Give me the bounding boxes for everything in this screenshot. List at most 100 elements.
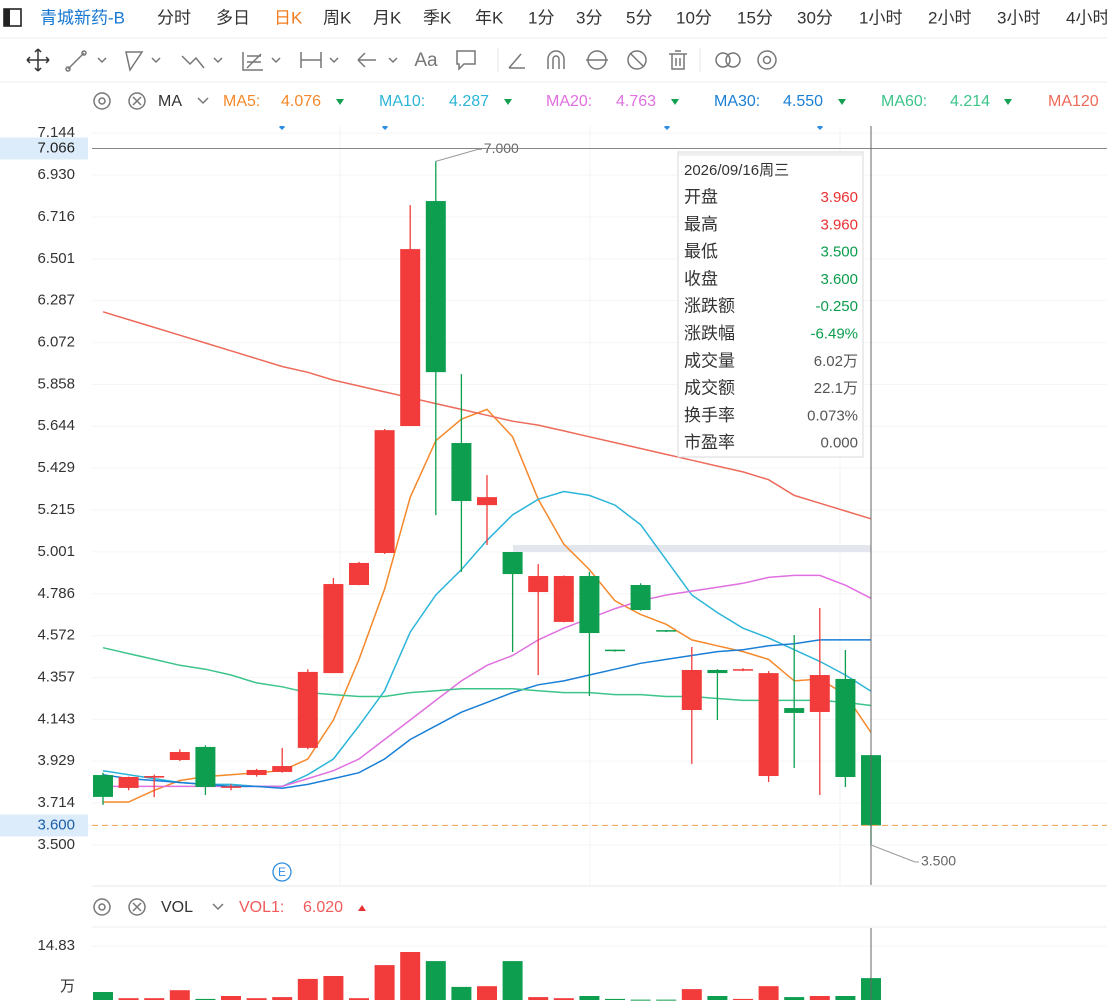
indicator-close[interactable] xyxy=(128,92,146,110)
period-tab[interactable]: 分时 xyxy=(157,8,191,27)
volume-bar xyxy=(221,996,241,1000)
event-badge: E xyxy=(278,865,286,879)
delete-tool[interactable] xyxy=(669,50,687,70)
overlay: 7.066 3.600 3.500 MA5: 4.076 MA10: 4.287 MA20: 4… xyxy=(0,93,1099,869)
candle-body xyxy=(118,776,139,788)
event-badge-ring xyxy=(272,862,292,882)
volume-bar xyxy=(528,997,549,1000)
stock-name[interactable]: 青城新药-B xyxy=(40,8,125,27)
ma-line xyxy=(102,646,872,707)
ma-line xyxy=(103,408,872,803)
compare-tool[interactable] xyxy=(715,52,741,68)
move-tool[interactable] xyxy=(26,48,50,72)
volume-bar xyxy=(451,986,472,1000)
indicator-settings[interactable] xyxy=(93,92,111,110)
volume-bar xyxy=(400,952,421,1000)
event-marker xyxy=(664,126,670,130)
y-tick-label: 3.929 xyxy=(37,752,75,769)
volume-bar xyxy=(195,998,216,1000)
period-tab[interactable]: 2小时 xyxy=(928,8,971,27)
period-tab[interactable]: 4小时 xyxy=(1066,8,1107,27)
volume-dropdown[interactable] xyxy=(212,903,224,911)
y-tick-label: 4.786 xyxy=(37,585,75,602)
tooltip-label: 成交额 xyxy=(684,379,735,398)
crosshair-label: 7.066 xyxy=(37,139,75,156)
candle-body xyxy=(297,671,318,748)
legend-value: 4.550 xyxy=(783,93,823,110)
arrow-tool[interactable] xyxy=(357,52,398,68)
period-tab[interactable]: 月K xyxy=(373,8,402,27)
candle-body xyxy=(323,584,344,674)
channel-tool[interactable] xyxy=(125,51,161,72)
magnet-tool[interactable] xyxy=(547,50,565,69)
volume-controls: VOL xyxy=(93,898,224,916)
note-tool[interactable] xyxy=(456,50,476,71)
period-tab[interactable]: 周K xyxy=(323,8,352,27)
fib-tool[interactable] xyxy=(242,52,281,71)
y-tick-label: 14.83 xyxy=(37,937,75,954)
period-tab[interactable]: 30分 xyxy=(797,8,833,27)
volume-bar xyxy=(477,986,497,1000)
measure-tool[interactable] xyxy=(300,52,339,68)
min-leader xyxy=(870,844,919,863)
hide-tool[interactable] xyxy=(627,50,647,70)
volume-bar xyxy=(835,996,856,1000)
volume-close[interactable] xyxy=(128,898,146,916)
volume-bar xyxy=(681,989,702,1000)
y-unit-label: 万 xyxy=(60,978,75,995)
volume-bar xyxy=(784,997,805,1000)
tooltip-label: 收盘 xyxy=(684,269,718,288)
period-tab[interactable]: 年K xyxy=(475,8,504,27)
candle-body xyxy=(528,576,549,593)
volume-legend-name: VOL1: xyxy=(239,899,284,916)
y-tick-label: 3.714 xyxy=(37,794,75,811)
period-tab[interactable]: 15分 xyxy=(737,8,773,27)
volume-bar xyxy=(272,997,293,1000)
angle-tool[interactable] xyxy=(508,53,525,69)
volume-settings[interactable] xyxy=(93,898,111,916)
period-tab[interactable]: 3分 xyxy=(576,8,602,27)
volume-bar xyxy=(425,961,446,1000)
tooltip-label: 最低 xyxy=(684,242,718,261)
volume-bar xyxy=(323,976,344,1000)
volume-bar xyxy=(144,998,165,1000)
last-price-label: 3.600 xyxy=(37,816,75,833)
volume-bar xyxy=(809,996,830,1000)
settings-tool[interactable] xyxy=(757,50,777,70)
ma-line xyxy=(102,311,872,520)
tooltip-value: 6.02万 xyxy=(814,353,858,370)
period-tab[interactable]: 季K xyxy=(423,8,452,27)
period-tab[interactable]: 日K xyxy=(274,8,303,27)
indicator-name: MA xyxy=(158,93,182,110)
y-tick-label: 5.215 xyxy=(37,501,75,518)
volume-bar xyxy=(374,965,395,1000)
legend-name: MA60: xyxy=(881,93,927,110)
text-tool[interactable]: Aa xyxy=(414,50,438,71)
volume-bar xyxy=(169,990,190,1000)
volume-bar xyxy=(579,996,600,1000)
period-tab[interactable]: 1分 xyxy=(528,8,554,27)
ma-line xyxy=(102,639,871,790)
sync-tool[interactable] xyxy=(586,50,608,70)
legend-trend xyxy=(838,99,846,105)
candle-body xyxy=(400,249,421,427)
ma-line xyxy=(103,574,872,788)
candle-body xyxy=(477,497,497,506)
indicator-dropdown[interactable] xyxy=(197,97,209,105)
period-tab[interactable]: 5分 xyxy=(626,8,652,27)
event-marker xyxy=(279,126,285,130)
candle-body xyxy=(553,576,574,622)
tooltip-label: 开盘 xyxy=(684,187,718,206)
volume-bar xyxy=(118,998,139,1000)
event-marker xyxy=(382,126,388,130)
layout-toggle[interactable] xyxy=(3,8,22,27)
line-tool[interactable] xyxy=(65,50,107,72)
period-tab[interactable]: 多日 xyxy=(216,8,250,27)
period-tab[interactable]: 10分 xyxy=(676,8,712,27)
period-tab[interactable]: 1小时 xyxy=(859,8,902,27)
wave-tool[interactable] xyxy=(181,55,223,69)
period-tab[interactable]: 3小时 xyxy=(997,8,1040,27)
price-panel: 7.144 6.930 6.716 6.501 6.287 6.072 5.858 5.644… xyxy=(37,126,1107,885)
